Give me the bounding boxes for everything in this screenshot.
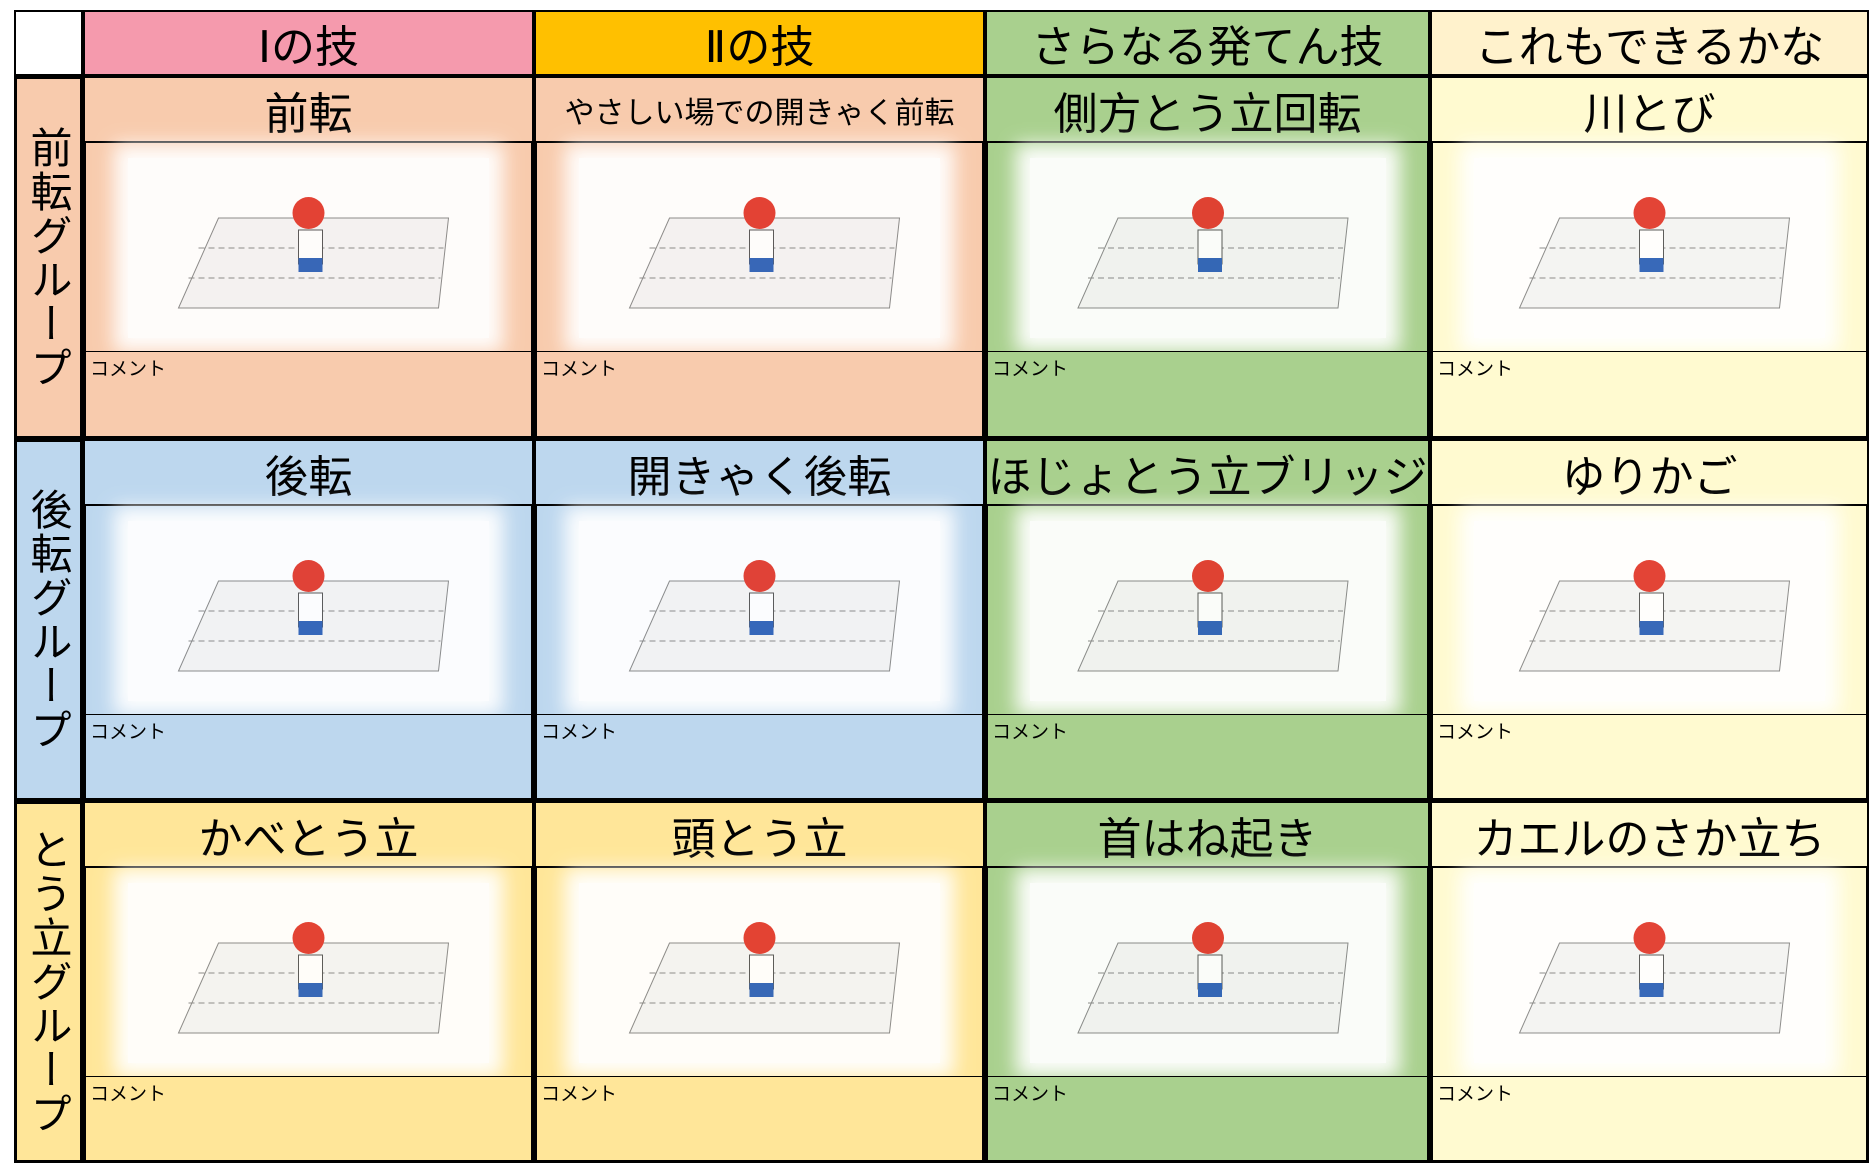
comment: コメント <box>1430 1076 1869 1163</box>
illustration <box>1474 883 1825 1063</box>
skill-title: やさしい場での開きゃく前転 <box>534 76 985 143</box>
comment: コメント <box>985 351 1430 439</box>
column-header: Ⅱの技 <box>534 10 985 76</box>
comment: コメント <box>534 351 985 439</box>
illustration-mat <box>1518 922 1791 1034</box>
illustration-mat <box>1077 922 1349 1034</box>
illustration-mat <box>1518 197 1791 309</box>
comment: コメント <box>534 1076 985 1163</box>
comment: コメント <box>1430 714 1869 801</box>
skill-title: 前転 <box>83 76 534 143</box>
illustration-mat <box>1077 197 1349 309</box>
illustration <box>1030 521 1386 701</box>
skill-title: 首はね起き <box>985 801 1430 868</box>
skill-title: 後転 <box>83 439 534 506</box>
comment: コメント <box>985 714 1430 801</box>
skill-title: かべとう立 <box>83 801 534 868</box>
comment: コメント <box>83 1076 534 1163</box>
illustration <box>128 158 489 338</box>
comment: コメント <box>83 351 534 439</box>
illustration-mat <box>628 197 901 309</box>
group-label: 後転グループ <box>14 439 83 801</box>
illustration <box>128 521 489 701</box>
comment: コメント <box>83 714 534 801</box>
comment: コメント <box>985 1076 1430 1163</box>
illustration-mat <box>1077 560 1349 672</box>
illustration <box>1030 883 1386 1063</box>
corner <box>14 10 83 76</box>
illustration <box>579 883 940 1063</box>
skill-title: カエルのさか立ち <box>1430 801 1869 868</box>
illustration-mat <box>1518 560 1791 672</box>
illustration-mat <box>177 922 450 1034</box>
illustration <box>579 158 940 338</box>
illustration <box>1030 158 1386 338</box>
skill-title: ゆりかご <box>1430 439 1869 506</box>
skill-title: 側方とう立回転 <box>985 76 1430 143</box>
illustration <box>128 883 489 1063</box>
illustration-mat <box>628 560 901 672</box>
skill-title: ほじょとう立ブリッジ <box>985 439 1430 506</box>
comment: コメント <box>534 714 985 801</box>
column-header: さらなる発てん技 <box>985 10 1430 76</box>
illustration <box>1474 521 1825 701</box>
skill-title: 頭とう立 <box>534 801 985 868</box>
skill-title: 川とび <box>1430 76 1869 143</box>
column-header: Ⅰの技 <box>83 10 534 76</box>
illustration-mat <box>628 922 901 1034</box>
illustration <box>1474 158 1825 338</box>
illustration <box>579 521 940 701</box>
illustration-mat <box>177 560 450 672</box>
skill-title: 開きゃく後転 <box>534 439 985 506</box>
group-label: とう立グループ <box>14 801 83 1163</box>
column-header: これもできるかな <box>1430 10 1869 76</box>
group-label: 前転グループ <box>14 76 83 439</box>
illustration-mat <box>177 197 450 309</box>
comment: コメント <box>1430 351 1869 439</box>
